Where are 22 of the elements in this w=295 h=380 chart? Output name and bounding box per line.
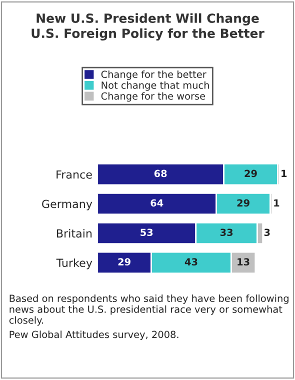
data-label: 68	[154, 170, 167, 178]
data-label: 3	[264, 228, 270, 236]
data-label: 53	[140, 228, 153, 236]
data-label: 1	[282, 170, 287, 178]
data-label: 29	[244, 170, 257, 178]
y-tick-label: Turkey	[56, 258, 92, 270]
legend-label: Change for the better	[101, 70, 206, 80]
y-tick-label: France	[56, 170, 92, 179]
data-label: 1	[274, 199, 280, 206]
data-label: 43	[184, 258, 198, 266]
text: Pew Global Attitudes survey, 2008.	[10, 330, 178, 340]
chart-title: New U.S. President Will Change U.S. Foreign Policy for the Better	[32, 13, 264, 41]
y-tick-label: Germany	[42, 200, 92, 210]
text: Based on respondents who said they have been following news about the U.S. presidential race very or somewhat closely.	[9, 294, 288, 326]
data-label: 13	[238, 258, 250, 266]
data-label: 33	[220, 228, 233, 236]
data-label: 29	[118, 258, 130, 266]
y-tick-label: Britain	[57, 229, 92, 238]
data-label: 64	[150, 199, 164, 207]
data-label: 29	[237, 199, 250, 207]
legend-label: Not change that much	[102, 81, 209, 91]
legend-label: Change for the worse	[101, 92, 206, 102]
